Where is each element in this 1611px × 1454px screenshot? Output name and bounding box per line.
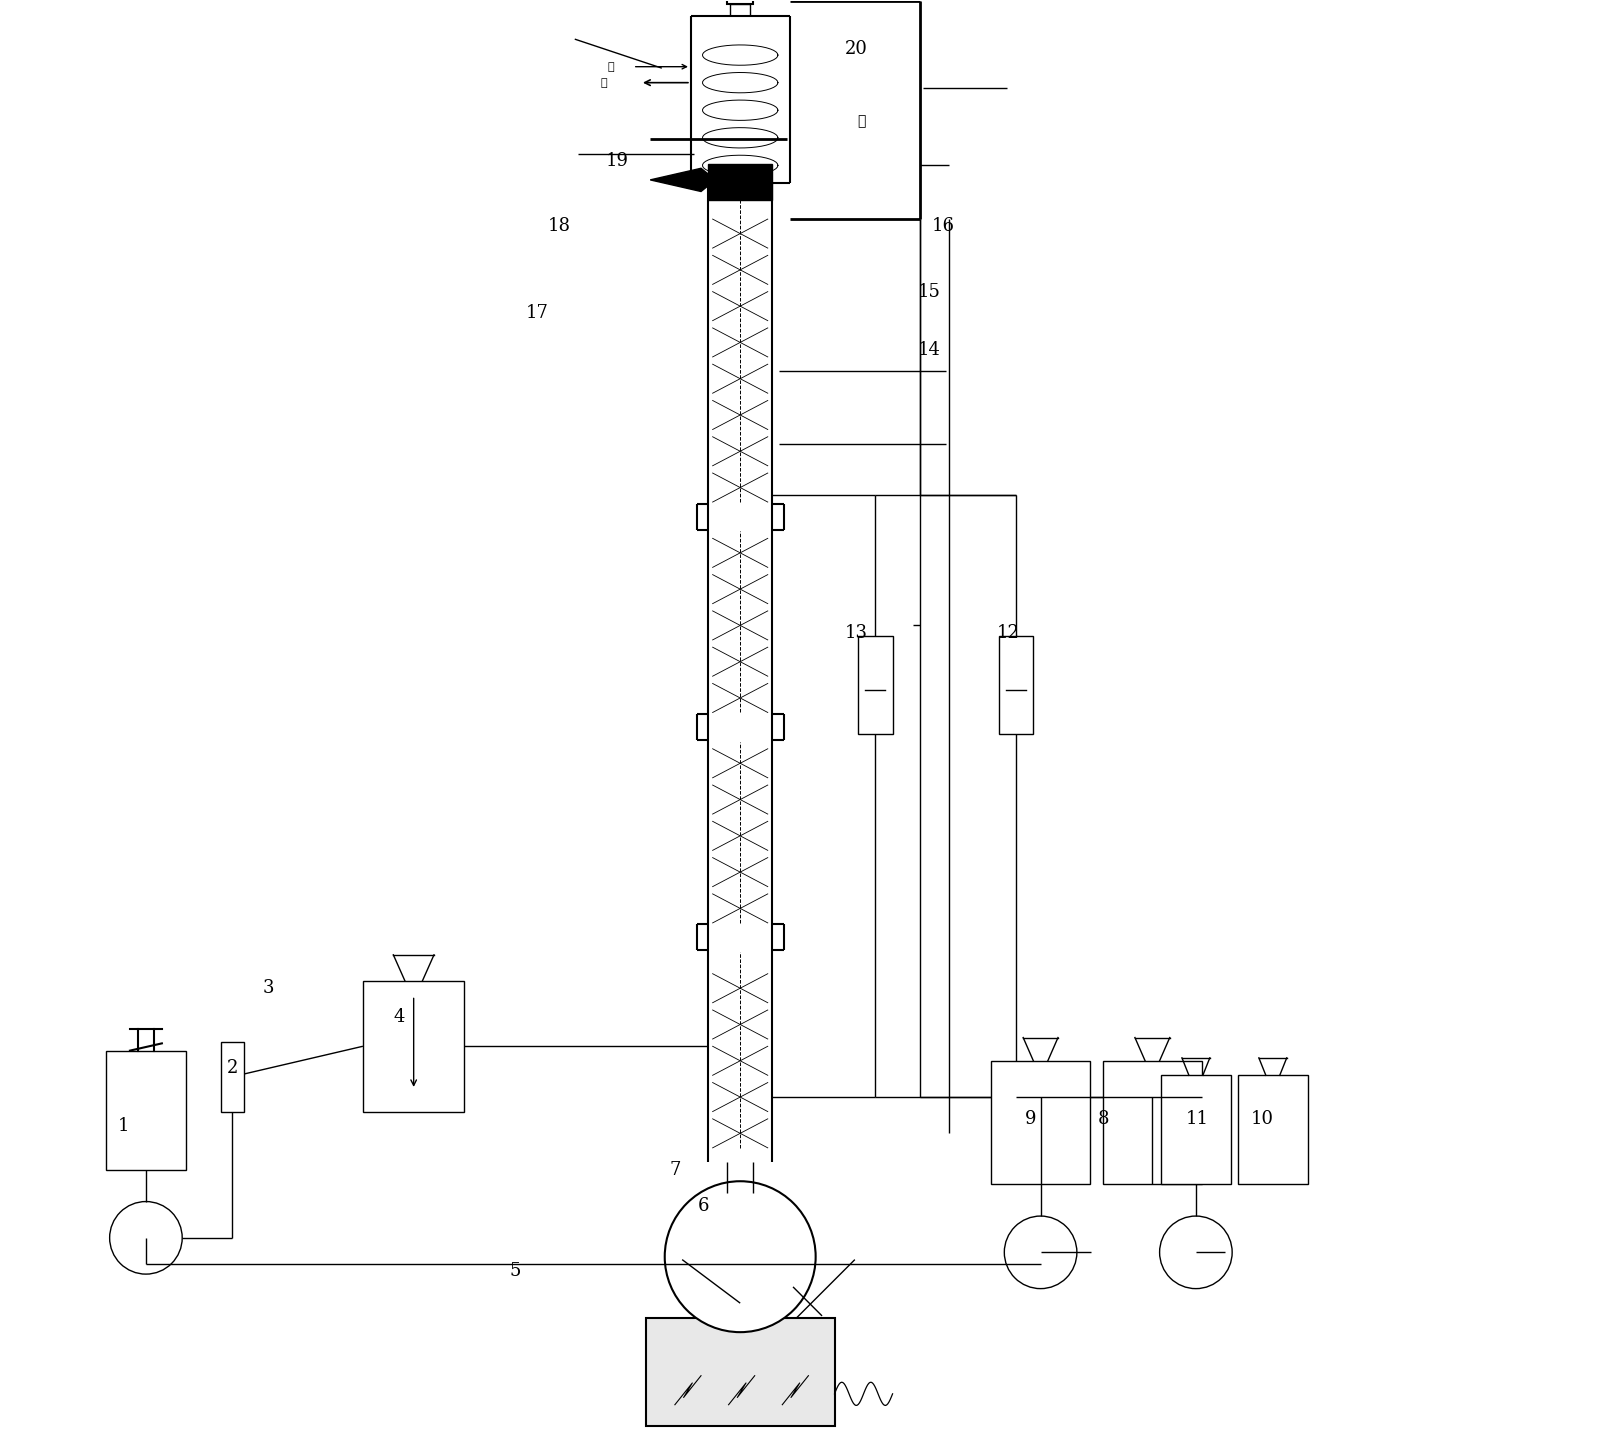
Text: 17: 17: [525, 304, 548, 323]
Text: 10: 10: [1252, 1109, 1274, 1128]
Text: 15: 15: [917, 282, 941, 301]
Bar: [1162, 1076, 1231, 1184]
Text: 2: 2: [227, 1059, 238, 1077]
Bar: [999, 635, 1033, 734]
Text: 13: 13: [844, 624, 868, 641]
Text: 19: 19: [606, 153, 628, 170]
Text: 8: 8: [1097, 1109, 1108, 1128]
Text: 水: 水: [857, 113, 865, 128]
Circle shape: [1004, 1216, 1076, 1288]
Text: 9: 9: [1025, 1109, 1036, 1128]
Bar: [991, 1061, 1091, 1184]
Text: 16: 16: [931, 217, 955, 236]
Bar: [727, 0, 754, 4]
Text: 14: 14: [917, 340, 941, 359]
Text: 18: 18: [548, 217, 570, 236]
Bar: [857, 635, 892, 734]
Text: 12: 12: [997, 624, 1020, 641]
Bar: [1104, 1061, 1202, 1184]
Text: 6: 6: [698, 1197, 710, 1216]
Text: 5: 5: [509, 1262, 520, 1280]
Bar: [709, 164, 772, 201]
Bar: [362, 981, 464, 1111]
Bar: [221, 1043, 243, 1111]
Circle shape: [110, 1201, 182, 1274]
Circle shape: [1160, 1216, 1232, 1288]
Text: 4: 4: [393, 1008, 404, 1027]
Circle shape: [665, 1181, 815, 1332]
Bar: [106, 1051, 185, 1169]
Text: 3: 3: [263, 979, 274, 997]
Text: 11: 11: [1186, 1109, 1208, 1128]
Text: 1: 1: [118, 1117, 129, 1136]
Text: 20: 20: [844, 41, 868, 58]
Text: 水: 水: [607, 61, 614, 71]
Bar: [1237, 1076, 1308, 1184]
Bar: [646, 1317, 834, 1426]
Text: 7: 7: [669, 1160, 680, 1179]
Text: 水: 水: [601, 77, 607, 87]
Polygon shape: [651, 169, 715, 192]
